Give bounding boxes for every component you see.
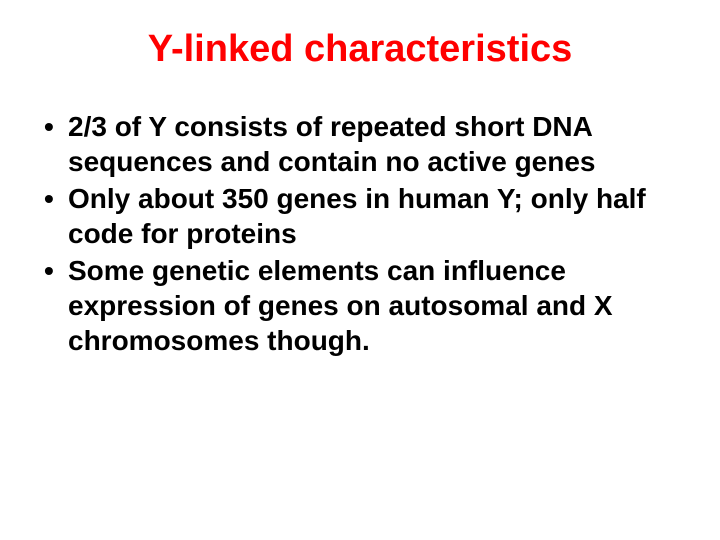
bullet-text: Only about 350 genes in human Y; only ha… [68,181,680,251]
bullet-list: • 2/3 of Y consists of repeated short DN… [40,109,680,358]
bullet-text: 2/3 of Y consists of repeated short DNA … [68,109,680,179]
list-item: • 2/3 of Y consists of repeated short DN… [40,109,680,179]
list-item: • Only about 350 genes in human Y; only … [40,181,680,251]
bullet-marker: • [40,181,68,216]
bullet-marker: • [40,253,68,288]
slide-container: Y-linked characteristics • 2/3 of Y cons… [0,0,720,540]
slide-title: Y-linked characteristics [40,28,680,71]
bullet-text: Some genetic elements can influence expr… [68,253,680,358]
bullet-marker: • [40,109,68,144]
list-item: • Some genetic elements can influence ex… [40,253,680,358]
